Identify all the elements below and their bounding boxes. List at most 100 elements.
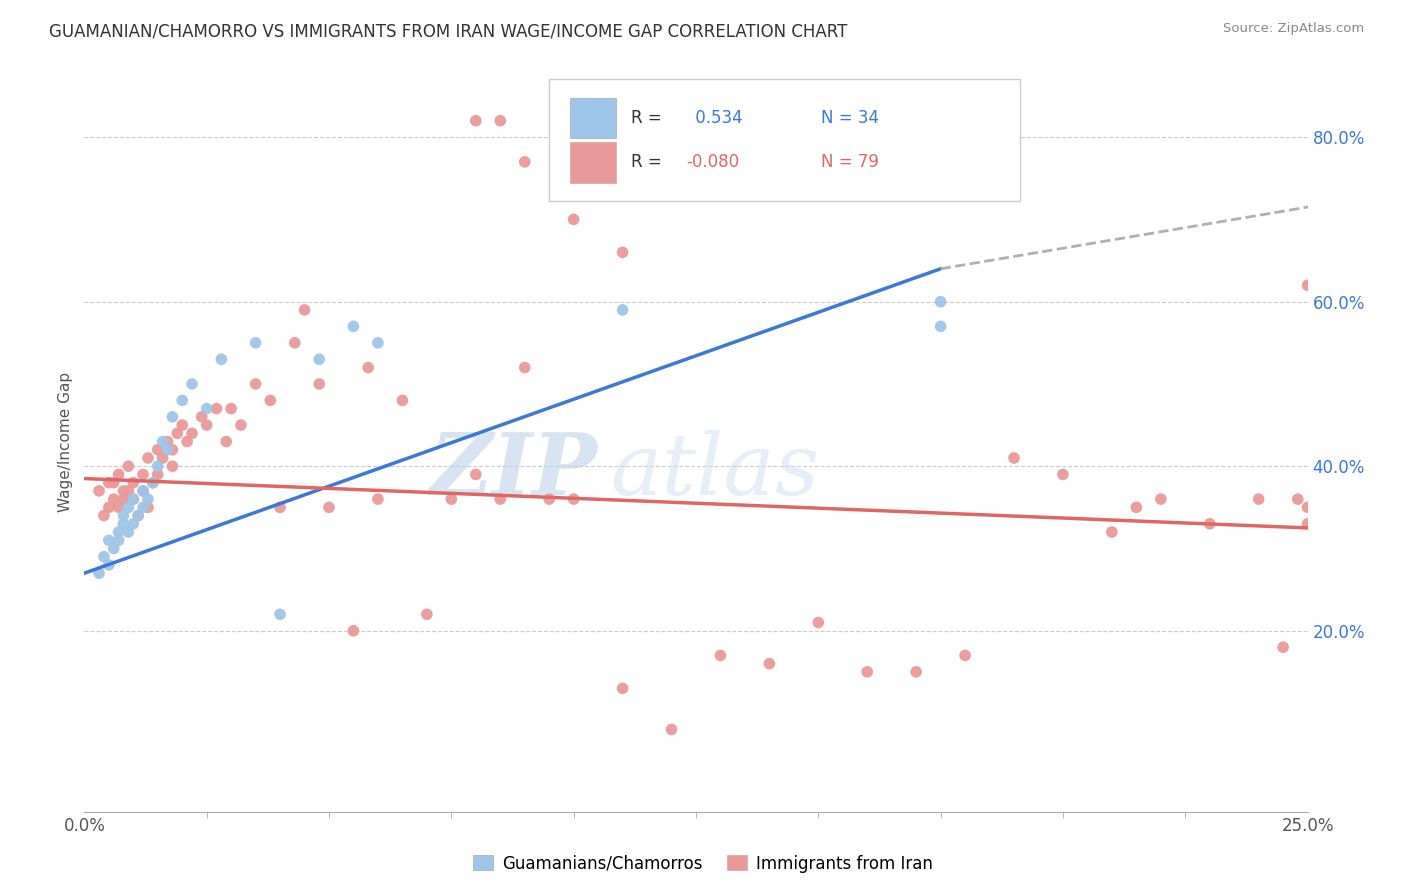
Point [117, 483, 139, 498]
Text: ZIP: ZIP [430, 429, 598, 513]
Point [97, 475, 120, 490]
Text: atlas: atlas [610, 430, 820, 513]
Point [318, 500, 340, 515]
Point [1247, 492, 1270, 507]
Point [464, 113, 486, 128]
Point [156, 434, 179, 449]
Point [1101, 524, 1123, 539]
Point [259, 393, 281, 408]
Point [117, 459, 139, 474]
Point [1296, 516, 1319, 531]
Point [489, 113, 512, 128]
Point [112, 508, 135, 523]
Point [107, 524, 129, 539]
Point [1296, 500, 1319, 515]
Point [661, 723, 683, 737]
Text: N = 79: N = 79 [821, 153, 879, 171]
Point [416, 607, 439, 622]
Point [367, 492, 389, 507]
Point [87, 566, 110, 581]
Point [87, 483, 110, 498]
Point [136, 492, 159, 507]
Point [856, 665, 879, 679]
Point [166, 426, 188, 441]
Point [107, 500, 129, 515]
Point [122, 492, 145, 507]
Point [709, 648, 731, 663]
Point [127, 508, 149, 523]
FancyBboxPatch shape [569, 97, 616, 138]
Point [152, 434, 174, 449]
Point [562, 492, 585, 507]
Point [103, 492, 125, 507]
FancyBboxPatch shape [550, 78, 1021, 201]
Point [1286, 492, 1309, 507]
Point [513, 154, 536, 169]
Point [269, 607, 291, 622]
Point [209, 352, 232, 367]
Point [122, 492, 145, 507]
Point [245, 335, 267, 350]
Point [245, 376, 267, 391]
Point [162, 442, 184, 457]
Point [513, 360, 536, 375]
Point [181, 426, 204, 441]
Point [929, 294, 952, 309]
Point [464, 467, 486, 482]
Text: R =: R = [631, 109, 666, 127]
Point [112, 492, 135, 507]
Point [117, 500, 139, 515]
Text: Source: ZipAtlas.com: Source: ZipAtlas.com [1223, 22, 1364, 36]
Point [146, 442, 169, 457]
Point [132, 500, 155, 515]
Point [103, 541, 125, 556]
Legend: Guamanians/Chamorros, Immigrants from Iran: Guamanians/Chamorros, Immigrants from Ir… [467, 848, 939, 880]
Point [219, 401, 242, 416]
Point [807, 615, 830, 630]
Point [308, 376, 330, 391]
Text: GUAMANIAN/CHAMORRO VS IMMIGRANTS FROM IRAN WAGE/INCOME GAP CORRELATION CHART: GUAMANIAN/CHAMORRO VS IMMIGRANTS FROM IR… [49, 22, 848, 40]
Point [97, 533, 120, 548]
Point [1272, 640, 1295, 655]
Point [440, 492, 463, 507]
Point [93, 508, 115, 523]
Point [127, 508, 149, 523]
Point [195, 418, 218, 433]
Y-axis label: Wage/Income Gap: Wage/Income Gap [58, 371, 73, 512]
Point [172, 393, 194, 408]
Point [562, 212, 585, 227]
Text: R =: R = [631, 153, 666, 171]
Point [195, 401, 218, 416]
Point [146, 459, 169, 474]
Point [538, 492, 561, 507]
Point [612, 245, 634, 260]
Point [117, 524, 139, 539]
Point [1002, 450, 1025, 465]
FancyBboxPatch shape [569, 142, 616, 183]
Point [107, 467, 129, 482]
Point [142, 475, 165, 490]
Point [1150, 492, 1173, 507]
Point [953, 648, 976, 663]
Point [97, 558, 120, 572]
Point [489, 492, 512, 507]
Point [342, 624, 364, 638]
Point [269, 500, 291, 515]
Point [136, 500, 159, 515]
Point [929, 319, 952, 334]
Point [107, 533, 129, 548]
Point [122, 516, 145, 531]
Point [1052, 467, 1074, 482]
Point [1296, 278, 1319, 293]
Point [1125, 500, 1147, 515]
Point [229, 418, 252, 433]
Point [612, 681, 634, 696]
Point [1198, 516, 1220, 531]
Point [162, 409, 184, 424]
Point [367, 335, 389, 350]
Point [112, 483, 135, 498]
Point [172, 418, 194, 433]
Point [391, 393, 413, 408]
Point [112, 516, 135, 531]
Point [612, 302, 634, 317]
